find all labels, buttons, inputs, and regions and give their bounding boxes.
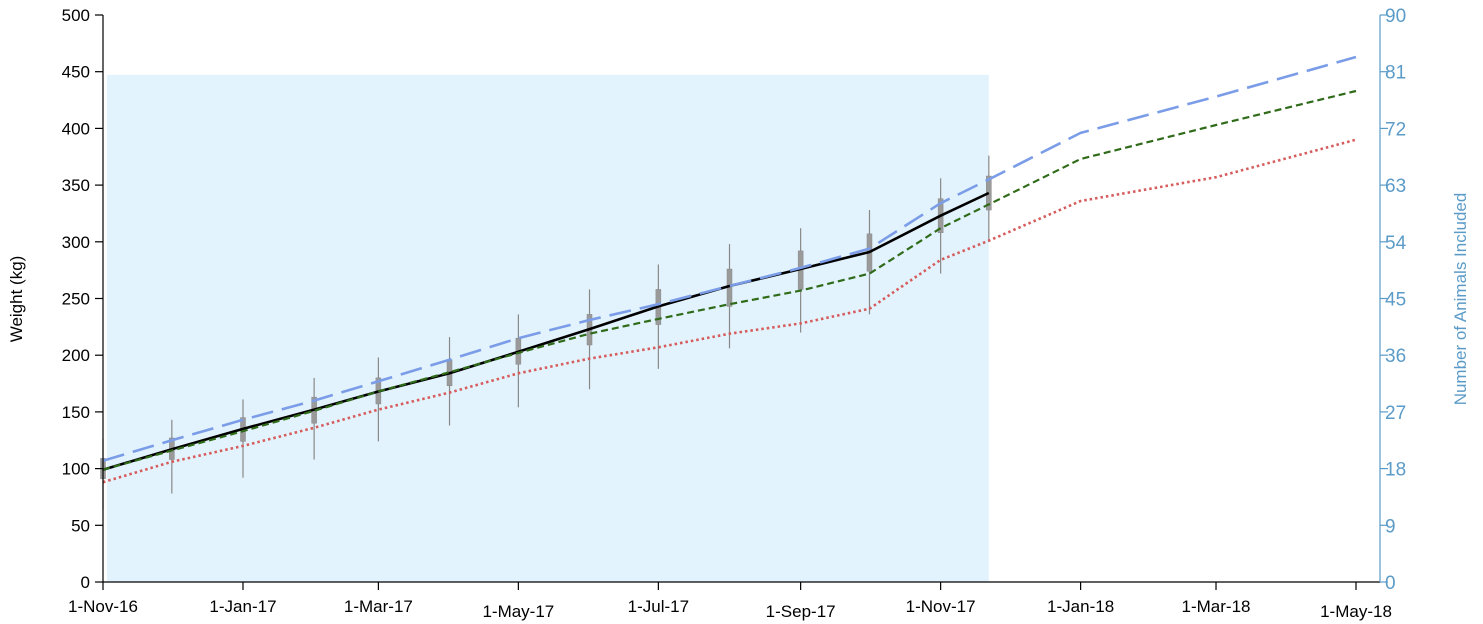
x-tick-label: 1-Nov-16 [68, 597, 138, 616]
y-tick-label-right: 54 [1385, 233, 1407, 254]
y-tick-label-right: 81 [1385, 63, 1406, 84]
y-tick-label-right: 72 [1385, 119, 1406, 140]
y-tick-label-left: 0 [81, 573, 90, 592]
x-tick-label: 1-Sep-17 [766, 602, 836, 621]
series-line-solid [102, 191, 990, 471]
y-axis-title-right: Number of Animals Included [1451, 193, 1470, 406]
y-tick-label-left: 250 [62, 290, 90, 309]
y-tick-label-right: 27 [1385, 403, 1406, 424]
y-tick-label-left: 100 [62, 460, 90, 479]
series-line-short-dash [102, 89, 1357, 471]
y-tick-label-left: 500 [62, 6, 90, 25]
y-tick-label-left: 150 [62, 403, 90, 422]
series-line-long-dash [102, 55, 1357, 462]
y-tick-label-left: 200 [62, 346, 90, 365]
weight-series-lines [102, 55, 1357, 484]
x-tick-label: 1-Jan-17 [209, 597, 276, 616]
y-tick-label-right: 0 [1385, 573, 1396, 594]
y-tick-label-left: 400 [62, 119, 90, 138]
y-tick-label-right: 18 [1385, 460, 1406, 481]
x-tick-label: 1-Nov-17 [906, 597, 976, 616]
x-tick-label: 1-Mar-17 [344, 597, 413, 616]
y-tick-label-right: 90 [1385, 6, 1406, 27]
series-line-dotted [102, 138, 1357, 484]
y-tick-label-right: 45 [1385, 290, 1406, 311]
y-tick-label-right: 36 [1385, 346, 1406, 367]
x-tick-label: 1-Mar-18 [1182, 597, 1251, 616]
animals-included-area [107, 74, 989, 582]
y-tick-label-right: 63 [1385, 176, 1406, 197]
y-tick-label-left: 50 [71, 516, 90, 535]
y-tick-label-left: 300 [62, 233, 90, 252]
y-tick-label-right: 9 [1385, 516, 1396, 537]
y-tick-label-left: 350 [62, 176, 90, 195]
animals-included-bar [107, 74, 989, 582]
x-tick-label: 1-May-18 [1320, 602, 1392, 621]
x-tick-label: 1-May-17 [482, 602, 554, 621]
x-tick-label: 1-Jan-18 [1047, 597, 1114, 616]
tick-labels: 0 50 100 150 200 250 300 350 400 450 500 0 9 18 27 36 45… [62, 6, 1407, 621]
x-tick-label: 1-Jul-17 [628, 597, 689, 616]
y-tick-label-left: 450 [62, 63, 90, 82]
y-axis-title-left: Weight (kg) [7, 256, 26, 343]
chart-axes [95, 14, 1388, 590]
